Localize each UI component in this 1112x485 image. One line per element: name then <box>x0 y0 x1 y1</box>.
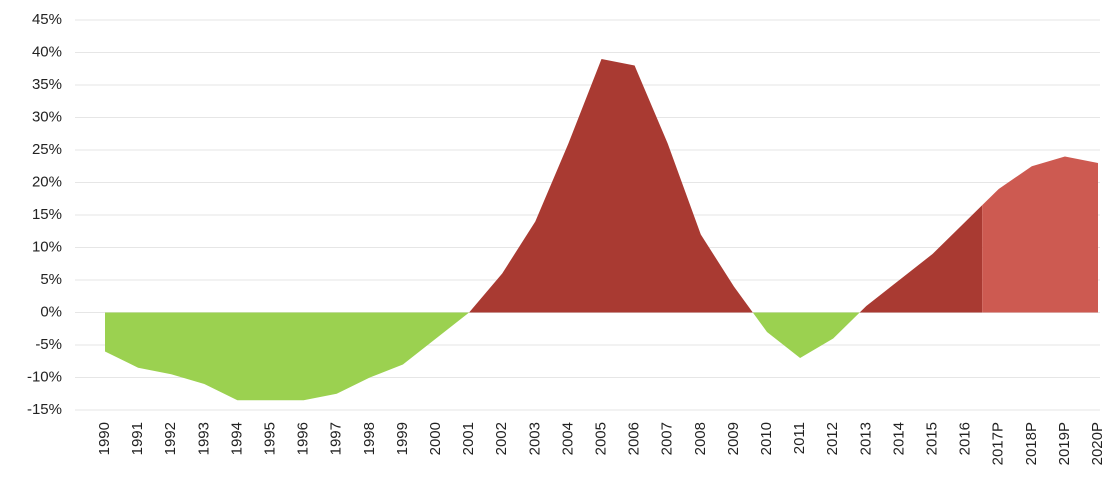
x-tick-label: 2000 <box>427 422 444 455</box>
x-tick-label: 1993 <box>195 422 212 455</box>
x-tick-label: 1990 <box>96 422 113 455</box>
y-tick-label: 45% <box>32 11 62 28</box>
x-tick-label: 2001 <box>460 422 477 455</box>
y-tick-label: -10% <box>27 368 62 385</box>
x-tick-label: 2012 <box>824 422 841 455</box>
y-tick-label: 20% <box>32 173 62 190</box>
y-tick-label: 5% <box>40 271 62 288</box>
area-negative <box>105 312 1098 401</box>
x-tick-label: 2014 <box>890 422 907 455</box>
x-tick-label: 2006 <box>626 422 643 455</box>
x-tick-label: 2004 <box>559 422 576 455</box>
x-tick-label: 2002 <box>493 422 510 455</box>
x-tick-label: 2020P <box>1089 422 1106 465</box>
y-tick-label: -15% <box>27 401 62 418</box>
y-tick-label: 30% <box>32 108 62 125</box>
x-tick-label: 1992 <box>162 422 179 455</box>
x-tick-label: 1996 <box>295 422 312 455</box>
x-tick-label: 1991 <box>129 422 146 455</box>
y-tick-label: 25% <box>32 141 62 158</box>
x-tick-label: 2013 <box>857 422 874 455</box>
x-tick-label: 2016 <box>957 422 974 455</box>
x-tick-label: 1999 <box>394 422 411 455</box>
x-tick-label: 2007 <box>659 422 676 455</box>
x-tick-label: 2009 <box>725 422 742 455</box>
area-projected <box>982 156 1098 313</box>
x-tick-label: 2010 <box>758 422 775 455</box>
x-tick-label: 1998 <box>361 422 378 455</box>
x-tick-label: 2003 <box>526 422 543 455</box>
y-tick-label: -5% <box>35 336 62 353</box>
area-positive <box>105 59 983 313</box>
x-tick-label: 2017P <box>990 422 1007 465</box>
x-tick-label: 1997 <box>328 422 345 455</box>
y-tick-label: 15% <box>32 206 62 223</box>
x-tick-label: 2019P <box>1056 422 1073 465</box>
x-tick-label: 1995 <box>261 422 278 455</box>
x-tick-label: 1994 <box>228 422 245 455</box>
y-tick-label: 40% <box>32 43 62 60</box>
x-tick-label: 2005 <box>592 422 609 455</box>
y-tick-label: 0% <box>40 303 62 320</box>
y-tick-label: 35% <box>32 76 62 93</box>
x-tick-label: 2011 <box>791 422 808 454</box>
x-tick-label: 2008 <box>692 422 709 455</box>
x-tick-label: 2018P <box>1023 422 1040 465</box>
x-tick-label: 2015 <box>923 422 940 455</box>
y-tick-label: 10% <box>32 238 62 255</box>
